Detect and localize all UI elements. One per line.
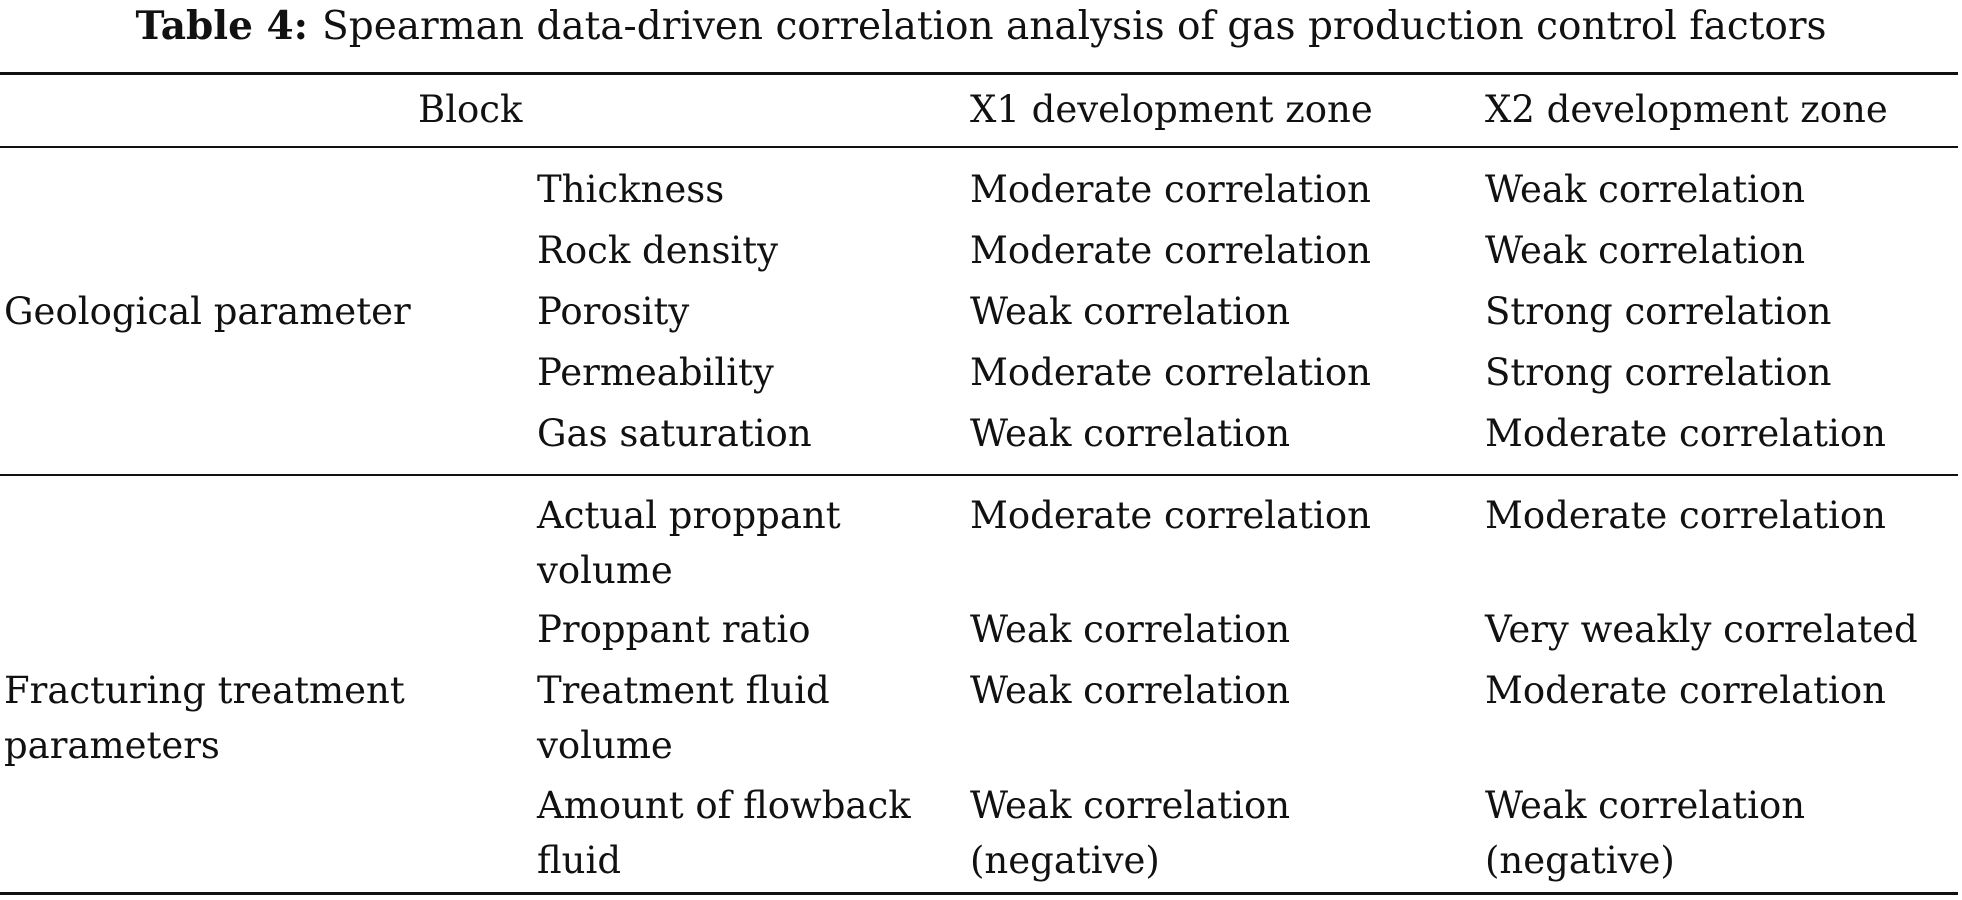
factor-actual-proppant-line-1: Actual proppant	[537, 494, 841, 537]
factor-treatment-fluid-line-2: volume	[537, 724, 673, 767]
x1-treatment-fluid: Weak correlation	[970, 669, 1291, 712]
x1-flowback-fluid-line-1: Weak correlation	[970, 784, 1291, 827]
x1-flowback-fluid-line-2: (negative)	[970, 839, 1160, 882]
factor-thickness: Thickness	[537, 168, 725, 211]
factor-permeability: Permeability	[537, 351, 774, 394]
x2-treatment-fluid: Moderate correlation	[1485, 669, 1886, 712]
factor-porosity: Porosity	[537, 290, 690, 333]
bottom-rule	[0, 892, 1958, 895]
header-block: Block	[418, 88, 523, 131]
factor-actual-proppant-line-2: volume	[537, 549, 673, 592]
factor-gas-saturation: Gas saturation	[537, 412, 812, 455]
x1-porosity: Weak correlation	[970, 290, 1291, 333]
table-number: Table 4:	[135, 3, 309, 49]
x2-proppant-ratio: Very weakly correlated	[1485, 608, 1918, 651]
header-rule	[0, 146, 1958, 148]
header-x2-zone: X2 development zone	[1485, 88, 1888, 131]
x2-actual-proppant: Moderate correlation	[1485, 494, 1886, 537]
top-rule	[0, 72, 1958, 75]
factor-treatment-fluid-line-1: Treatment fluid	[537, 669, 830, 712]
x1-thickness: Moderate correlation	[970, 168, 1371, 211]
x1-actual-proppant: Moderate correlation	[970, 494, 1371, 537]
x2-rock-density: Weak correlation	[1485, 229, 1806, 272]
x2-thickness: Weak correlation	[1485, 168, 1806, 211]
x1-rock-density: Moderate correlation	[970, 229, 1371, 272]
x1-proppant-ratio: Weak correlation	[970, 608, 1291, 651]
group-fracturing-line-1: Fracturing treatment	[4, 669, 405, 712]
factor-rock-density: Rock density	[537, 229, 779, 272]
x2-flowback-fluid-line-1: Weak correlation	[1485, 784, 1806, 827]
x1-permeability: Moderate correlation	[970, 351, 1371, 394]
table-caption: Table 4: Spearman data-driven correlation…	[0, 0, 1962, 60]
x2-permeability: Strong correlation	[1485, 351, 1832, 394]
group-divider-rule	[0, 474, 1958, 476]
x2-flowback-fluid-line-2: (negative)	[1485, 839, 1675, 882]
table-title: Spearman data-driven correlation analysi…	[322, 4, 1827, 49]
group-geological-parameter: Geological parameter	[4, 290, 411, 333]
x2-gas-saturation: Moderate correlation	[1485, 412, 1886, 455]
factor-proppant-ratio: Proppant ratio	[537, 608, 811, 651]
factor-flowback-fluid-line-2: fluid	[537, 839, 622, 882]
group-fracturing-line-2: parameters	[4, 724, 220, 767]
header-x1-zone: X1 development zone	[970, 88, 1373, 131]
x1-gas-saturation: Weak correlation	[970, 412, 1291, 455]
x2-porosity: Strong correlation	[1485, 290, 1832, 333]
factor-flowback-fluid-line-1: Amount of flowback	[537, 784, 911, 827]
